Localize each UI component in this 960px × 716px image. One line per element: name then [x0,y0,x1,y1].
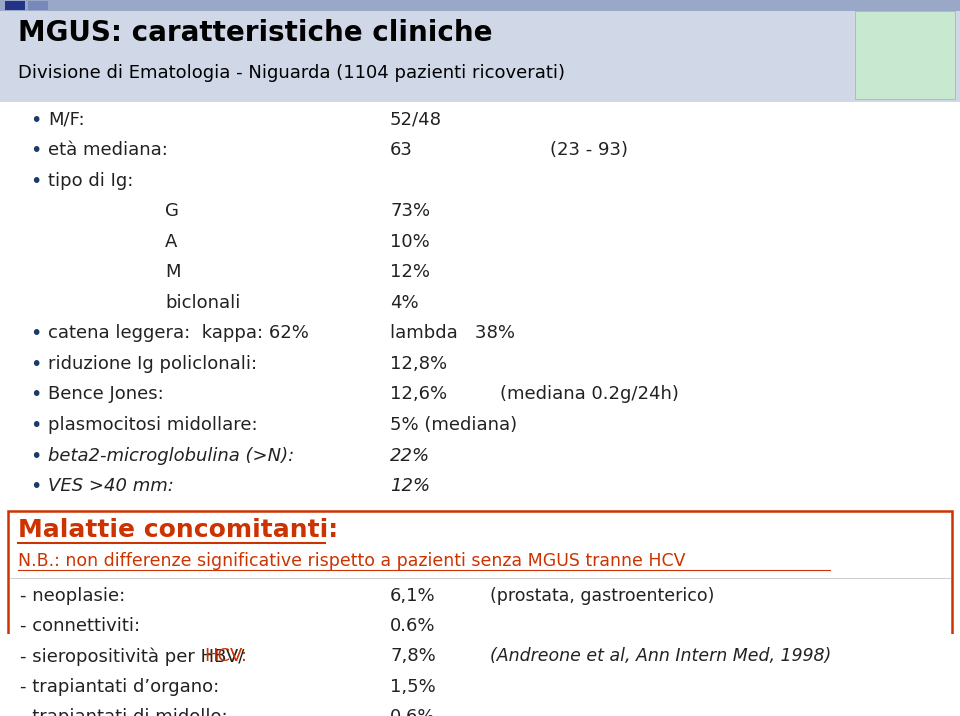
Text: biclonali: biclonali [165,294,240,312]
Text: - trapiantati di midollo:: - trapiantati di midollo: [20,707,228,716]
Text: beta2-microglobulina (>N):: beta2-microglobulina (>N): [48,447,295,465]
Text: - sieropositività per HBV/: - sieropositività per HBV/ [20,647,245,666]
Text: 73%: 73% [390,202,430,221]
Text: - neoplasie:: - neoplasie: [20,587,125,605]
Text: (Andreone et al, Ann Intern Med, 1998): (Andreone et al, Ann Intern Med, 1998) [490,647,831,665]
Text: •: • [30,416,41,435]
Text: 12,8%: 12,8% [390,355,447,373]
Text: (23 - 93): (23 - 93) [550,141,628,159]
Text: VES >40 mm:: VES >40 mm: [48,477,174,495]
Text: tipo di Ig:: tipo di Ig: [48,172,133,190]
Text: 4%: 4% [390,294,419,312]
Text: •: • [30,385,41,405]
Text: 10%: 10% [390,233,430,251]
Text: 0.6%: 0.6% [390,617,436,635]
FancyBboxPatch shape [0,0,960,11]
Text: •: • [30,172,41,190]
Text: Malattie concomitanti:: Malattie concomitanti: [18,518,338,542]
Text: A: A [165,233,178,251]
Text: 52/48: 52/48 [390,111,442,129]
FancyBboxPatch shape [855,11,955,99]
Text: 12,6%: 12,6% [390,385,447,403]
Text: G: G [165,202,179,221]
Text: 1,5%: 1,5% [390,677,436,695]
Text: riduzione Ig policlonali:: riduzione Ig policlonali: [48,355,257,373]
Text: •: • [30,324,41,344]
Text: (mediana 0.2g/24h): (mediana 0.2g/24h) [500,385,679,403]
Text: •: • [30,477,41,496]
Text: M/F:: M/F: [48,111,84,129]
Text: 6,1%: 6,1% [390,587,436,605]
Text: lambda   38%: lambda 38% [390,324,515,342]
Text: •: • [30,355,41,374]
Text: MGUS: caratteristiche cliniche: MGUS: caratteristiche cliniche [18,19,492,47]
FancyBboxPatch shape [5,1,25,10]
Text: M: M [165,263,180,281]
Text: 12%: 12% [390,263,430,281]
Text: •: • [30,141,41,160]
Text: età mediana:: età mediana: [48,141,168,159]
FancyBboxPatch shape [28,1,48,10]
Text: Bence Jones:: Bence Jones: [48,385,164,403]
Text: 7,8%: 7,8% [390,647,436,665]
Text: 63: 63 [390,141,413,159]
Text: (prostata, gastroenterico): (prostata, gastroenterico) [490,587,714,605]
Text: 22%: 22% [390,447,430,465]
FancyBboxPatch shape [8,511,952,716]
Text: HCV:: HCV: [204,647,248,665]
Text: catena leggera:  kappa: 62%: catena leggera: kappa: 62% [48,324,309,342]
Text: - connettiviti:: - connettiviti: [20,617,140,635]
Text: Divisione di Ematologia - Niguarda (1104 pazienti ricoverati): Divisione di Ematologia - Niguarda (1104… [18,64,565,82]
Text: 5% (mediana): 5% (mediana) [390,416,517,434]
Text: plasmocitosi midollare:: plasmocitosi midollare: [48,416,257,434]
Text: - trapiantati d’organo:: - trapiantati d’organo: [20,677,219,695]
Text: •: • [30,447,41,465]
Text: 12%: 12% [390,477,430,495]
Text: 0,6%: 0,6% [390,707,436,716]
FancyBboxPatch shape [0,0,960,102]
Text: N.B.: non differenze significative rispetto a pazienti senza MGUS tranne HCV: N.B.: non differenze significative rispe… [18,552,685,570]
Text: •: • [30,111,41,130]
